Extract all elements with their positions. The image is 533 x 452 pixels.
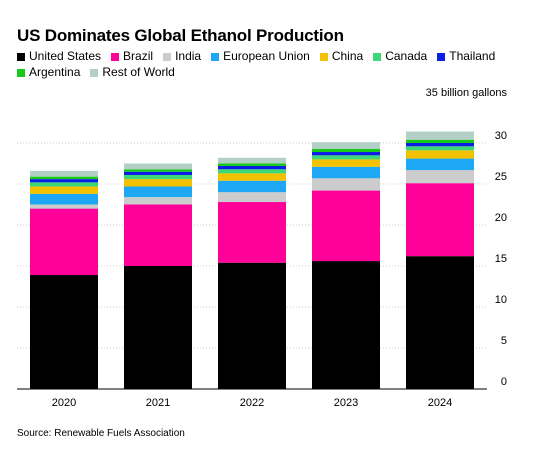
bar-segment [30,204,98,209]
bar-segment [218,163,286,166]
bar-segment [124,204,192,266]
legend-label: India [175,49,202,63]
legend-label: Brazil [123,49,154,63]
x-tick-label: 2024 [428,397,452,409]
legend-swatch [17,52,25,61]
bar-segment [30,193,98,205]
bar-segment [218,157,286,164]
y-tick-label: 30 [495,130,507,142]
bar-segment [406,150,474,159]
legend-swatch [163,52,172,61]
bar-segment [406,131,474,140]
bar-segment [312,166,380,179]
y-tick-label: 10 [495,294,507,306]
bar-segment [312,178,380,191]
bar-segment [218,180,286,193]
bar-segment [406,183,474,257]
legend-label: Argentina [29,65,81,79]
y-unit-label: 35 billion gallons [426,87,508,99]
bar-segment [312,152,380,156]
source-note: Source: Renewable Fuels Association [17,428,185,439]
bar-segment [124,169,192,172]
bar-segment [30,182,98,187]
x-tick-label: 2021 [146,397,170,409]
bar-segment [406,256,474,389]
bar-segment [218,169,286,174]
bar-segment [312,159,380,167]
legend-item: Thailand [437,50,495,63]
bar-segment [312,155,380,160]
y-tick-label: 20 [495,212,507,224]
bar-segment [124,197,192,205]
legend-swatch [373,52,382,61]
legend-label: Canada [385,49,428,63]
y-tick-label: 25 [495,171,507,183]
bar-segment [30,170,98,177]
legend-label: United States [29,49,102,63]
bar-segment [30,208,98,276]
legend-swatch [437,52,446,61]
legend-item: European Union [211,50,310,63]
legend-swatch [17,68,25,77]
y-tick-label: 15 [495,253,507,265]
bar-segment [218,202,286,263]
bar-segment [124,171,192,175]
bar-segment [312,142,380,149]
bar-segment [312,148,380,153]
bar-segment [406,143,474,147]
bar-segment [218,173,286,181]
bar-segment [124,163,192,170]
bar-segment [406,170,474,184]
x-tick-label: 2023 [334,397,358,409]
legend-item: United States [17,50,101,63]
y-tick-label: 0 [501,376,507,388]
y-tick-label: 5 [501,335,507,347]
bar-segment [406,146,474,151]
bar-segment [218,192,286,203]
legend-label: Rest of World [102,65,175,79]
bar-segment [124,266,192,389]
bar-segment [30,179,98,183]
bar-segment [30,275,98,389]
legend-item: Rest of World [90,65,175,79]
bar-segment [406,158,474,171]
bar-segment [30,186,98,194]
legend-swatch [111,52,120,61]
legend: United States Brazil India European Union Ch… [17,50,517,79]
legend-item: India [163,50,201,63]
bar-segment [124,186,192,198]
bar-segment [312,190,380,262]
bar-segment [218,262,286,389]
chart-title: US Dominates Global Ethanol Production [17,26,344,45]
bar-segment [312,261,380,389]
bar-segment [406,139,474,143]
legend-item: China [319,49,364,63]
legend-item: Canada [373,50,427,63]
bar-segment [124,179,192,187]
x-tick-label: 2020 [52,397,76,409]
legend-label: Thailand [449,49,496,63]
bar-segment [30,176,98,180]
x-tick-label: 2022 [240,397,264,409]
legend-swatch [319,52,328,61]
legend-label: European Union [223,49,310,63]
legend-item: Brazil [111,50,153,63]
legend-swatch [211,52,220,61]
legend-swatch [90,68,99,77]
bar-segment [124,174,192,180]
bar-segment [218,165,286,170]
legend-label: China [331,49,364,63]
legend-item: Argentina [17,66,80,79]
